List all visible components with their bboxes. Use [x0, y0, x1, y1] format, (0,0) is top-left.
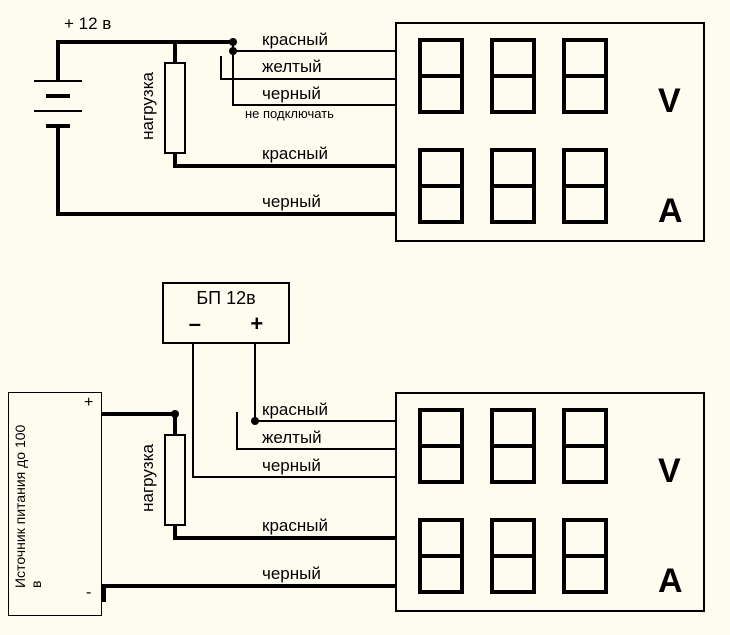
node-1b — [229, 47, 237, 55]
load-resistor-2 — [164, 434, 186, 526]
psu-plus: + — [250, 311, 263, 337]
unit-v-1: V — [658, 82, 681, 121]
digit-1-v-3 — [562, 38, 608, 114]
bus-top-v — [56, 40, 60, 80]
wire-2-5 — [102, 584, 395, 588]
bus-top-h — [56, 40, 236, 44]
psu-plus-v — [254, 344, 256, 420]
load2-bot-v — [173, 526, 177, 540]
tap-v-1y — [220, 56, 222, 78]
psu-label: БП 12в — [164, 288, 288, 309]
wire-label-1-3: черный — [262, 84, 321, 104]
bus2-top-h — [102, 412, 177, 416]
wire-label-1-1: красный — [262, 30, 328, 50]
wire-label-2-1: красный — [262, 400, 328, 420]
wire-2-3 — [192, 476, 395, 478]
wire-label-2-2: желтый — [262, 428, 322, 448]
load-resistor-1 — [164, 62, 186, 154]
psu-box: БП 12в – + — [162, 282, 290, 344]
wire-1-5 — [58, 212, 395, 216]
node-2a — [171, 410, 179, 418]
digit-1-a-2 — [490, 148, 536, 224]
src-minus-v — [102, 584, 106, 602]
digit-2-v-3 — [562, 408, 608, 484]
wire-label-1-5: черный — [262, 192, 321, 212]
wire-label-2-3: черный — [262, 456, 321, 476]
digit-1-v-1 — [418, 38, 464, 114]
battery-bar-2 — [46, 94, 70, 98]
battery-bar-3 — [34, 110, 82, 112]
load-label-1: нагрузка — [138, 72, 158, 140]
voltage-label-1: + 12 в — [64, 14, 111, 34]
node-1a — [229, 38, 237, 46]
wire-2-1 — [254, 420, 395, 422]
wire-label-2-5: черный — [262, 564, 321, 584]
src-plus: + — [84, 394, 93, 412]
wire-1-3 — [232, 104, 395, 106]
wire-2-2 — [236, 448, 395, 450]
wire-label-1-4: красный — [262, 144, 328, 164]
unit-a-1: A — [658, 192, 683, 231]
digit-2-a-3 — [562, 518, 608, 594]
tap-2y-up — [236, 412, 238, 430]
battery-bar-1 — [34, 80, 82, 82]
load-top-v — [173, 40, 177, 62]
load-label-2: нагрузка — [138, 444, 158, 512]
digit-1-v-2 — [490, 38, 536, 114]
unit-a-2: A — [658, 562, 683, 601]
wire-1-1 — [232, 50, 395, 52]
unit-v-2: V — [658, 452, 681, 491]
tap-2y — [236, 428, 238, 448]
digit-2-a-2 — [490, 518, 536, 594]
source-label: Источник питания до 100 в — [12, 418, 44, 588]
wire-note-1-3: не подключать — [245, 106, 334, 121]
digit-1-a-1 — [418, 148, 464, 224]
wire-label-1-2: желтый — [262, 57, 322, 77]
wire-1-2 — [220, 78, 395, 80]
digit-2-v-1 — [418, 408, 464, 484]
psu-minus: – — [189, 311, 201, 337]
digit-2-v-2 — [490, 408, 536, 484]
src-minus: - — [86, 584, 91, 602]
wire-2-4 — [173, 536, 395, 540]
wire-label-2-4: красный — [262, 516, 328, 536]
node-2g — [251, 417, 259, 425]
wire-1-4 — [173, 164, 395, 168]
load-bot-v — [173, 154, 177, 168]
digit-1-a-3 — [562, 148, 608, 224]
psu-minus-v — [192, 344, 194, 476]
bus-bot-v — [56, 128, 60, 216]
digit-2-a-1 — [418, 518, 464, 594]
